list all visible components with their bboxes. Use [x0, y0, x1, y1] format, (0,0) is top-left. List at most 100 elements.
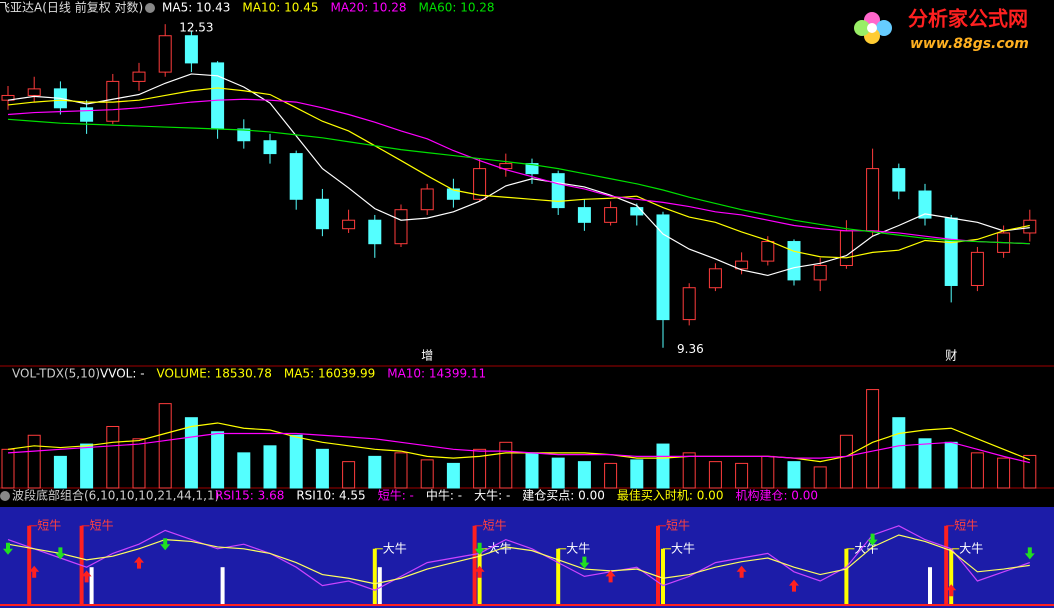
candle-body: [577, 207, 591, 223]
candle-body: [132, 71, 146, 82]
candle-body: [892, 168, 906, 192]
candle-body: [813, 264, 827, 281]
legend-item: RSI10: 4.55: [296, 489, 365, 503]
volume-bar: [184, 417, 198, 489]
volume-bar: [289, 434, 303, 489]
legend-item: 大牛: -: [474, 488, 510, 503]
volume-ma-line: [7, 432, 1030, 464]
signal-bar: [220, 567, 225, 604]
legend-item: MA5: 10.43: [162, 1, 230, 15]
candle-body: [761, 241, 775, 262]
volume-bar: [735, 462, 749, 489]
buy-arrow: [736, 565, 747, 578]
signal-bar: [928, 567, 932, 604]
volume-bar: [787, 461, 801, 489]
sell-arrow: [160, 538, 171, 551]
candle-body: [315, 198, 329, 230]
candle-body: [263, 140, 277, 155]
sell-arrow: [579, 556, 590, 569]
volume-bar: [27, 434, 41, 489]
high-label: 12.53: [179, 21, 213, 35]
volume-bar: [368, 455, 382, 489]
signal-bar: [472, 525, 477, 604]
candle-body: [184, 35, 198, 64]
volume-bar: [970, 452, 984, 489]
volume-bar: [656, 443, 670, 489]
chart-title: VOL-TDX(5,10): [12, 367, 100, 381]
candle-body: [970, 251, 984, 286]
candle-body: [368, 219, 382, 245]
legend-item: MA10: 10.45: [242, 1, 318, 15]
candle-body: [525, 163, 539, 175]
volume-bar: [106, 425, 120, 489]
buy-arrow: [789, 579, 799, 592]
candle-body: [944, 217, 958, 286]
candle-body: [446, 188, 460, 200]
candle-body: [604, 207, 618, 223]
volume-bar: [1023, 454, 1037, 489]
candle-body: [237, 128, 251, 142]
candle-body: [656, 214, 670, 321]
legend-item: RSI15: 3.68: [215, 489, 284, 503]
legend-item: MA5: 16039.99: [284, 367, 375, 381]
volume-bar: [1, 448, 15, 489]
settings-icon[interactable]: [0, 491, 10, 501]
indicator-line: [7, 534, 1030, 585]
legend-item: MA20: 10.28: [330, 1, 406, 15]
legend-item: 最佳买入时机: 0.00: [617, 489, 724, 503]
candle-body: [708, 268, 722, 289]
volume-bar: [577, 461, 591, 489]
volume-bar: [342, 461, 356, 489]
legend-item: MA10: 14399.11: [387, 367, 486, 381]
chart-title: 波段底部组合(6,10,10,10,21,44,1,1): [12, 488, 219, 503]
logo-url: www.88gs.com: [910, 36, 1029, 52]
legend-item: 短牛: -: [378, 488, 414, 503]
volume-bar: [761, 455, 775, 489]
signal-bar: [944, 525, 949, 604]
chart-title: 飞亚达A(日线 前复权 对数): [0, 0, 143, 15]
candle-body: [473, 168, 487, 200]
sell-arrow: [3, 542, 13, 555]
legend-item: 建仓买点: 0.00: [522, 489, 605, 503]
volume-bar: [682, 452, 696, 489]
low-label: 9.36: [677, 342, 704, 356]
signal-label: 短牛: [90, 517, 114, 532]
volume-bar: [237, 452, 251, 489]
candle-body: [211, 62, 225, 130]
signal-bar: [372, 548, 377, 604]
volume-bar: [158, 403, 172, 489]
sell-arrow: [867, 533, 878, 546]
buy-arrow: [29, 565, 40, 578]
indicator-background: [0, 507, 1054, 608]
volume-bar: [132, 438, 146, 489]
signal-bar: [661, 548, 665, 604]
signal-label: 大牛: [566, 540, 590, 555]
candle-body: [394, 209, 408, 245]
buy-arrow: [474, 565, 485, 578]
signal-bar: [656, 525, 660, 604]
candle-body: [1, 94, 15, 101]
sell-arrow: [1024, 547, 1035, 560]
candle-body: [551, 173, 565, 209]
signal-bar: [377, 567, 382, 604]
buy-arrow: [605, 570, 616, 583]
candle-body: [918, 190, 932, 219]
settings-icon[interactable]: [145, 3, 155, 13]
volume-bar: [420, 459, 434, 489]
volume-bar: [892, 417, 906, 489]
logo-title: 分析家公式网: [908, 7, 1028, 31]
candle-body: [630, 207, 644, 216]
volume-bar: [473, 448, 487, 489]
volume-bar: [551, 457, 565, 489]
volume-bar: [708, 461, 722, 489]
volume-bar: [211, 431, 225, 489]
candle-body: [289, 153, 303, 200]
signal-label: 短牛: [666, 517, 690, 532]
candle-body: [839, 230, 853, 266]
candle-body: [158, 35, 172, 73]
signal-bar: [556, 548, 561, 604]
volume-bar: [80, 443, 94, 489]
volume-bar: [263, 445, 277, 489]
event-label: 财: [945, 349, 957, 363]
volume-bar: [630, 459, 644, 489]
